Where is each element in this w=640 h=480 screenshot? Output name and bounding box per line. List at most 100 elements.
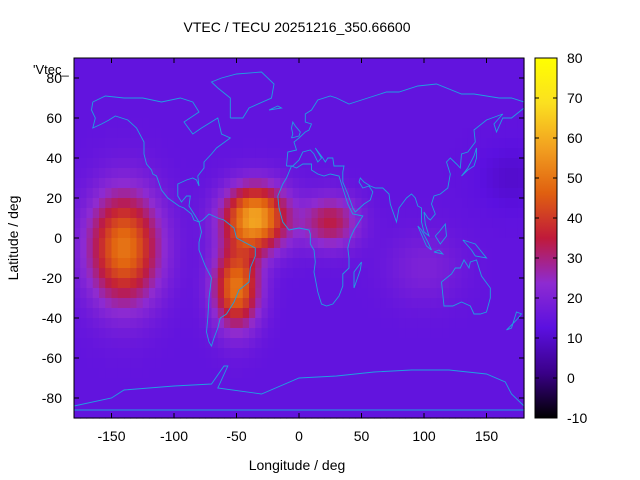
heatmap-cell bbox=[430, 68, 438, 79]
heatmap-cell bbox=[274, 158, 281, 169]
heatmap-cell bbox=[442, 278, 450, 289]
heatmap-cell bbox=[392, 178, 400, 189]
heatmap-cell bbox=[261, 128, 269, 139]
heatmap-cell bbox=[317, 338, 325, 349]
heatmap-cell bbox=[217, 258, 225, 269]
heatmap-cell bbox=[299, 408, 306, 419]
heatmap-cell bbox=[411, 78, 419, 89]
heatmap-cell bbox=[217, 118, 225, 129]
heatmap-cell bbox=[86, 358, 94, 369]
heatmap-cell bbox=[305, 78, 313, 89]
heatmap-cell bbox=[130, 408, 138, 419]
heatmap-cell bbox=[505, 128, 513, 139]
heatmap-cell bbox=[299, 358, 306, 369]
heatmap-cell bbox=[211, 348, 219, 359]
heatmap-cell bbox=[211, 138, 219, 149]
heatmap-cell bbox=[74, 78, 81, 89]
heatmap-cell bbox=[417, 58, 425, 69]
heatmap-cell bbox=[174, 328, 181, 339]
heatmap-cell bbox=[280, 138, 288, 149]
heatmap-cell bbox=[399, 88, 406, 99]
heatmap-cell bbox=[449, 158, 456, 169]
heatmap-cell bbox=[374, 378, 381, 389]
heatmap-cell bbox=[436, 288, 444, 299]
heatmap-cell bbox=[130, 258, 138, 269]
heatmap-cell bbox=[161, 388, 169, 399]
heatmap-cell bbox=[117, 288, 125, 299]
heatmap-cell bbox=[480, 188, 488, 199]
heatmap-cell bbox=[274, 408, 281, 419]
heatmap-cell bbox=[305, 168, 313, 179]
heatmap-cell bbox=[467, 78, 475, 89]
heatmap-cell bbox=[292, 368, 300, 379]
heatmap-cell bbox=[386, 188, 394, 199]
heatmap-cell bbox=[105, 218, 113, 229]
heatmap-cell bbox=[424, 318, 431, 329]
heatmap-cell bbox=[430, 218, 438, 229]
heatmap-cell bbox=[430, 148, 438, 159]
heatmap-cell bbox=[186, 398, 194, 409]
heatmap-cell bbox=[380, 318, 388, 329]
heatmap-cell bbox=[149, 248, 156, 259]
heatmap-cell bbox=[236, 98, 244, 109]
heatmap-cell bbox=[517, 248, 525, 259]
heatmap-cell bbox=[111, 338, 119, 349]
heatmap-cell bbox=[474, 378, 481, 389]
heatmap-cell bbox=[461, 158, 469, 169]
heatmap-cell bbox=[374, 128, 381, 139]
heatmap-cell bbox=[111, 358, 119, 369]
heatmap-cell bbox=[411, 248, 419, 259]
heatmap-cell bbox=[255, 118, 263, 129]
heatmap-cell bbox=[349, 138, 356, 149]
heatmap-cell bbox=[324, 388, 331, 399]
heatmap-cell bbox=[505, 118, 513, 129]
heatmap-cell bbox=[130, 378, 138, 389]
heatmap-cell bbox=[299, 68, 306, 79]
heatmap-cell bbox=[411, 168, 419, 179]
heatmap-cell bbox=[174, 318, 181, 329]
heatmap-cell bbox=[399, 78, 406, 89]
heatmap-cell bbox=[155, 188, 163, 199]
heatmap-cell bbox=[142, 338, 150, 349]
heatmap-cell bbox=[330, 68, 338, 79]
heatmap-cell bbox=[467, 98, 475, 109]
heatmap-cell bbox=[161, 58, 169, 69]
heatmap-cell bbox=[499, 168, 506, 179]
heatmap-cell bbox=[355, 238, 363, 249]
heatmap-cell bbox=[92, 398, 100, 409]
heatmap-cell bbox=[286, 368, 294, 379]
heatmap-cell bbox=[242, 288, 250, 299]
heatmap-cell bbox=[161, 398, 169, 409]
heatmap-cell bbox=[399, 178, 406, 189]
heatmap-cell bbox=[124, 288, 131, 299]
heatmap-cell bbox=[130, 288, 138, 299]
x-tick-label: -100 bbox=[160, 428, 188, 444]
heatmap-cell bbox=[380, 128, 388, 139]
heatmap-cell bbox=[499, 138, 506, 149]
heatmap-cell bbox=[130, 188, 138, 199]
heatmap-cell bbox=[367, 98, 375, 109]
heatmap-cell bbox=[380, 258, 388, 269]
heatmap-cell bbox=[242, 88, 250, 99]
heatmap-cell bbox=[436, 378, 444, 389]
heatmap-cell bbox=[130, 138, 138, 149]
heatmap-cell bbox=[199, 288, 206, 299]
heatmap-cell bbox=[286, 138, 294, 149]
heatmap-cell bbox=[299, 368, 306, 379]
heatmap-cell bbox=[180, 148, 188, 159]
heatmap-cell bbox=[99, 298, 106, 309]
heatmap-cell bbox=[180, 168, 188, 179]
heatmap-cell bbox=[342, 188, 350, 199]
heatmap-cell bbox=[480, 278, 488, 289]
heatmap-cell bbox=[324, 148, 331, 159]
heatmap-cell bbox=[280, 278, 288, 289]
heatmap-cell bbox=[305, 138, 313, 149]
heatmap-cell bbox=[386, 268, 394, 279]
heatmap-cell bbox=[192, 108, 200, 119]
heatmap-cell bbox=[442, 268, 450, 279]
heatmap-cell bbox=[374, 58, 381, 69]
heatmap-cell bbox=[311, 178, 319, 189]
heatmap-cell bbox=[480, 268, 488, 279]
heatmap-cell bbox=[349, 388, 356, 399]
heatmap-cell bbox=[417, 218, 425, 229]
